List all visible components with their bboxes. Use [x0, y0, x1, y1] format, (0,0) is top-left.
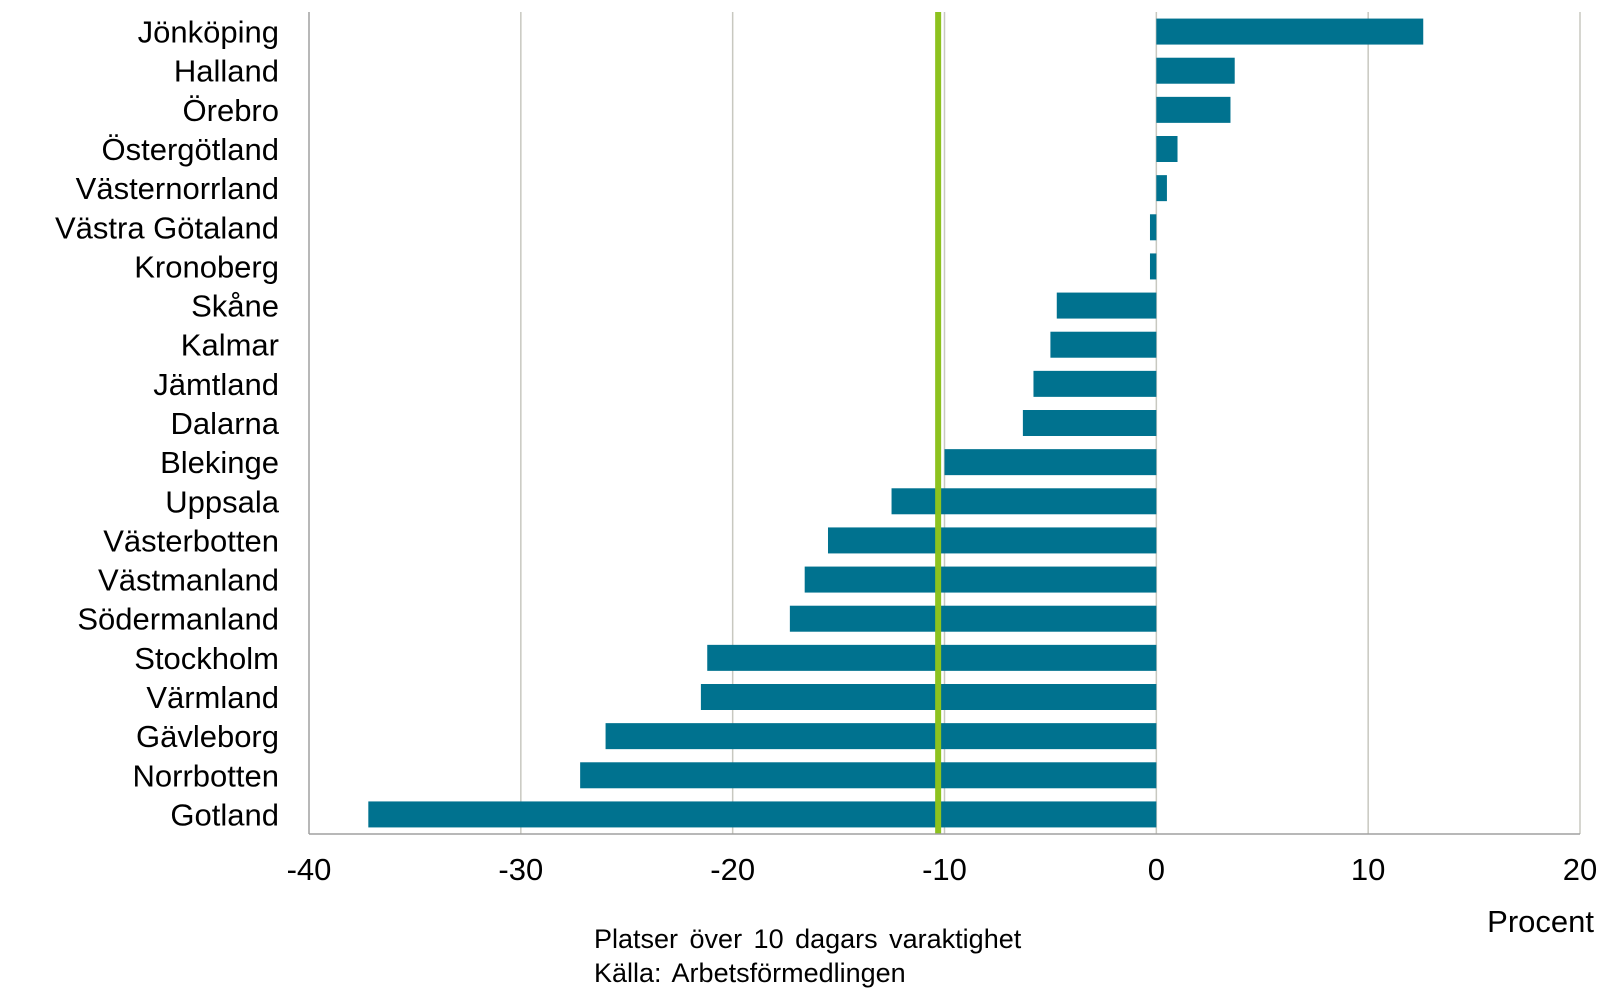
- bars: [368, 18, 1424, 828]
- bar: [1156, 57, 1235, 84]
- bar: [804, 566, 1157, 593]
- category-label: Kalmar: [181, 328, 279, 363]
- bar: [580, 762, 1157, 789]
- category-label: Jämtland: [153, 367, 279, 402]
- category-label: Kronoberg: [134, 249, 279, 284]
- x-tick-label: -10: [922, 852, 967, 887]
- category-label: Värmland: [146, 680, 279, 715]
- bar: [1022, 410, 1157, 436]
- bar: [1056, 292, 1157, 319]
- note-source: Källa: Arbetsförmedlingen: [594, 958, 906, 988]
- bar: [1050, 331, 1157, 358]
- x-tick-label: -30: [498, 852, 543, 887]
- category-label: Södermanland: [77, 602, 279, 637]
- category-label: Jönköping: [138, 15, 279, 50]
- x-tick-label: -20: [710, 852, 755, 887]
- x-tick-labels: -40 -30 -20 -10 0 10 20: [287, 852, 1598, 887]
- bar: [944, 449, 1157, 476]
- category-label: Västra Götaland: [55, 210, 279, 245]
- category-labels: Jönköping Halland Örebro Östergötland Väster…: [55, 15, 280, 833]
- category-label: Västmanland: [98, 563, 279, 598]
- category-label: Norrbotten: [133, 758, 279, 793]
- bar: [891, 488, 1157, 515]
- bar: [789, 605, 1157, 632]
- bar: [1156, 136, 1178, 162]
- x-tick-label: 10: [1351, 852, 1385, 887]
- category-label: Västernorrland: [76, 171, 279, 206]
- category-label: Blekinge: [160, 445, 279, 480]
- category-label: Halland: [174, 54, 279, 89]
- bar: [1156, 96, 1231, 123]
- x-tick-label: -40: [287, 852, 332, 887]
- x-tick-label: 20: [1563, 852, 1597, 887]
- category-label: Gävleborg: [136, 719, 279, 754]
- category-label: Västerbotten: [103, 523, 279, 558]
- bar: [368, 801, 1157, 828]
- note-subtitle: Platser över 10 dagars varaktighet: [594, 924, 1022, 954]
- bar: [1156, 18, 1424, 45]
- category-label: Östergötland: [102, 132, 280, 167]
- bar: [1033, 370, 1157, 397]
- x-axis-title: Procent: [1487, 904, 1594, 939]
- category-label: Gotland: [170, 797, 279, 832]
- bar: [827, 527, 1157, 554]
- bar: [1156, 175, 1167, 202]
- bar: [707, 644, 1157, 671]
- category-label: Stockholm: [134, 641, 279, 676]
- category-label: Dalarna: [170, 406, 279, 441]
- axes: [308, 12, 1580, 835]
- x-tick-label: 0: [1148, 852, 1165, 887]
- bar: [605, 723, 1157, 750]
- bar: [700, 684, 1157, 710]
- bar: [1149, 253, 1157, 280]
- bar: [1149, 214, 1157, 241]
- category-label: Skåne: [191, 289, 279, 324]
- category-label: Uppsala: [165, 484, 279, 519]
- category-label: Örebro: [183, 93, 279, 128]
